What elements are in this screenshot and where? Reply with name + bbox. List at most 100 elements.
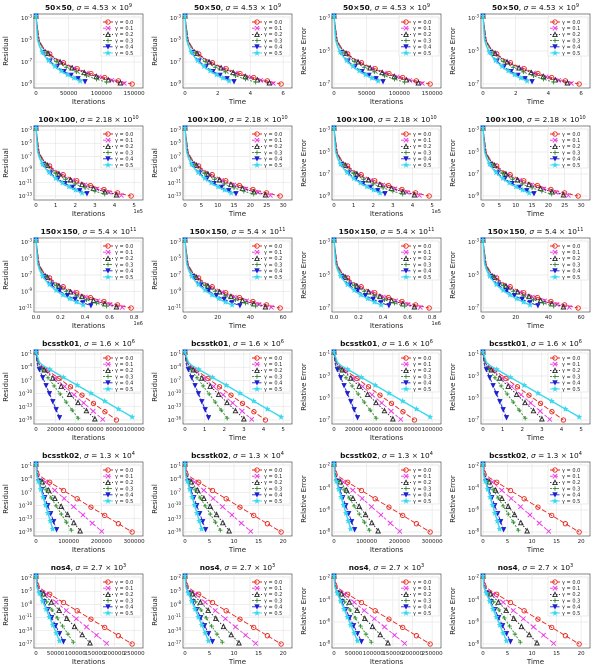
series-point-gamma-5 bbox=[222, 298, 229, 305]
series-point-gamma-0 bbox=[427, 529, 433, 535]
series-point-gamma-5 bbox=[350, 629, 358, 636]
x-axis-label: Time bbox=[526, 546, 544, 554]
series-line-gamma-0 bbox=[333, 575, 431, 645]
series-point-gamma-5 bbox=[47, 517, 54, 524]
series-point-gamma-3 bbox=[212, 399, 218, 405]
y-tick-label: 10-3 bbox=[170, 14, 181, 23]
legend-marker-gamma-2 bbox=[403, 479, 409, 486]
series-point-gamma-4 bbox=[50, 399, 56, 405]
legend-marker-gamma-1 bbox=[105, 585, 111, 591]
legend-marker-gamma-4 bbox=[403, 268, 409, 274]
y-tick-label: 10-5 bbox=[170, 139, 181, 148]
series-point-gamma-1 bbox=[268, 304, 274, 310]
series-point-gamma-0 bbox=[278, 81, 284, 87]
series-point-gamma-5 bbox=[344, 613, 351, 620]
series-point-gamma-5 bbox=[277, 413, 285, 420]
legend-entry-gamma-3: γ = 0.3 bbox=[264, 374, 282, 380]
series-point-gamma-2 bbox=[63, 615, 70, 621]
x-multiplier: 1e5 bbox=[134, 209, 143, 215]
y-tick-label: 10-3 bbox=[170, 126, 181, 135]
series-point-gamma-3 bbox=[213, 289, 218, 294]
series-point-gamma-2 bbox=[361, 615, 368, 621]
series-point-gamma-2 bbox=[368, 519, 375, 526]
legend-entry-gamma-3: γ = 0.3 bbox=[413, 486, 431, 492]
y-tick-label: 10-8 bbox=[170, 600, 181, 609]
series-point-gamma-3 bbox=[94, 77, 99, 82]
series-point-gamma-2 bbox=[71, 623, 78, 630]
legend-marker-gamma-1 bbox=[403, 361, 409, 367]
x-axis-label: Iterations bbox=[370, 322, 404, 330]
series-point-gamma-5 bbox=[385, 389, 393, 396]
y-tick-label: 10-9 bbox=[319, 192, 330, 201]
x-tick-label: 10 bbox=[214, 203, 221, 209]
series-line-gamma-3 bbox=[333, 239, 405, 307]
legend-marker-gamma-3 bbox=[254, 262, 260, 267]
series-point-gamma-5 bbox=[181, 572, 189, 579]
x-tick-label: 20 bbox=[214, 315, 221, 321]
y-tick-label: 10-9 bbox=[170, 287, 181, 296]
series-point-gamma-2 bbox=[207, 503, 214, 509]
series-point-gamma-0 bbox=[400, 512, 406, 519]
series-point-gamma-0 bbox=[494, 591, 500, 597]
series-point-gamma-1 bbox=[52, 487, 58, 493]
series-point-gamma-2 bbox=[239, 297, 246, 304]
series-point-gamma-1 bbox=[518, 392, 524, 398]
series-point-gamma-2 bbox=[517, 519, 524, 526]
legend-marker-gamma-2 bbox=[552, 31, 558, 38]
series-point-gamma-4 bbox=[75, 76, 81, 82]
panel-title: bcsstk02, σ = 1.3 × 104 bbox=[489, 451, 582, 460]
series-point-gamma-5 bbox=[205, 637, 212, 644]
series-point-gamma-3 bbox=[202, 171, 207, 176]
y-tick-label: 10-6 bbox=[319, 618, 330, 627]
panel-title: nos4, σ = 2.7 × 103 bbox=[51, 563, 126, 572]
legend-marker-gamma-1 bbox=[254, 137, 260, 143]
y-tick-label: 10-13 bbox=[167, 514, 181, 523]
series-point-gamma-4 bbox=[77, 188, 83, 194]
panel-r5-c0: nos4, σ = 2.7 × 103 0 50000 100000150000200… bbox=[2, 563, 145, 666]
series-point-gamma-4 bbox=[192, 383, 198, 389]
y-tick-label: 10-3 bbox=[468, 14, 479, 23]
series-point-gamma-0 bbox=[237, 616, 243, 622]
series-point-gamma-5 bbox=[374, 77, 382, 84]
series-point-gamma-4 bbox=[341, 383, 347, 389]
series-point-gamma-3 bbox=[372, 69, 377, 75]
series-point-gamma-3 bbox=[64, 519, 69, 525]
x-axis-label: Iterations bbox=[72, 210, 106, 218]
series-point-gamma-0 bbox=[79, 392, 85, 398]
y-tick-label: 10-16 bbox=[18, 528, 32, 537]
y-tick-label: 10-10 bbox=[18, 389, 32, 398]
legend-marker-gamma-0 bbox=[254, 355, 260, 361]
x-tick-label: 4 bbox=[262, 427, 266, 433]
x-tick-label: 5 bbox=[506, 651, 510, 657]
panel-r3-c2: bcsstk01, σ = 1.6 × 106 0 20000 40000 60000 8… bbox=[300, 339, 443, 442]
series-point-gamma-5 bbox=[191, 605, 199, 613]
series-point-gamma-3 bbox=[69, 407, 75, 413]
legend-entry-gamma-4: γ = 0.4 bbox=[115, 269, 133, 275]
y-tick-label: 10-5 bbox=[21, 36, 32, 45]
series-point-gamma-2 bbox=[228, 293, 234, 300]
series-line-gamma-5 bbox=[35, 351, 133, 418]
legend-entry-gamma-5: γ = 0.5 bbox=[562, 163, 580, 169]
legend-marker-gamma-5 bbox=[402, 385, 410, 392]
series-point-gamma-5 bbox=[51, 62, 59, 70]
legend-marker-gamma-1 bbox=[403, 25, 409, 31]
series-point-gamma-3 bbox=[49, 607, 55, 613]
legend-entry-gamma-1: γ = 0.1 bbox=[562, 250, 580, 256]
series-point-gamma-1 bbox=[388, 408, 394, 414]
y-tick-label: 10-4 bbox=[468, 484, 479, 493]
x-tick-label: 200000 bbox=[389, 539, 410, 545]
series-point-gamma-2 bbox=[240, 415, 247, 422]
x-tick-label: 10 bbox=[529, 651, 536, 657]
series-point-gamma-5 bbox=[215, 295, 222, 302]
legend-marker-gamma-5 bbox=[104, 609, 112, 616]
x-tick-label: 1 bbox=[352, 203, 356, 209]
legend-entry-gamma-4: γ = 0.4 bbox=[115, 157, 133, 163]
legend-marker-gamma-5 bbox=[253, 161, 261, 168]
series-point-gamma-2 bbox=[67, 176, 74, 183]
x-tick-label: 0.8 bbox=[130, 315, 139, 321]
legend-entry-gamma-1: γ = 0.1 bbox=[562, 474, 580, 480]
panel-r2-c2: 150×150, σ = 5.4 × 1011 0.0 0.2 0.4 0.6 0.81e… bbox=[300, 227, 442, 330]
series-point-gamma-5 bbox=[73, 298, 80, 305]
series-point-gamma-0 bbox=[251, 624, 257, 631]
series-point-gamma-5 bbox=[399, 397, 406, 404]
